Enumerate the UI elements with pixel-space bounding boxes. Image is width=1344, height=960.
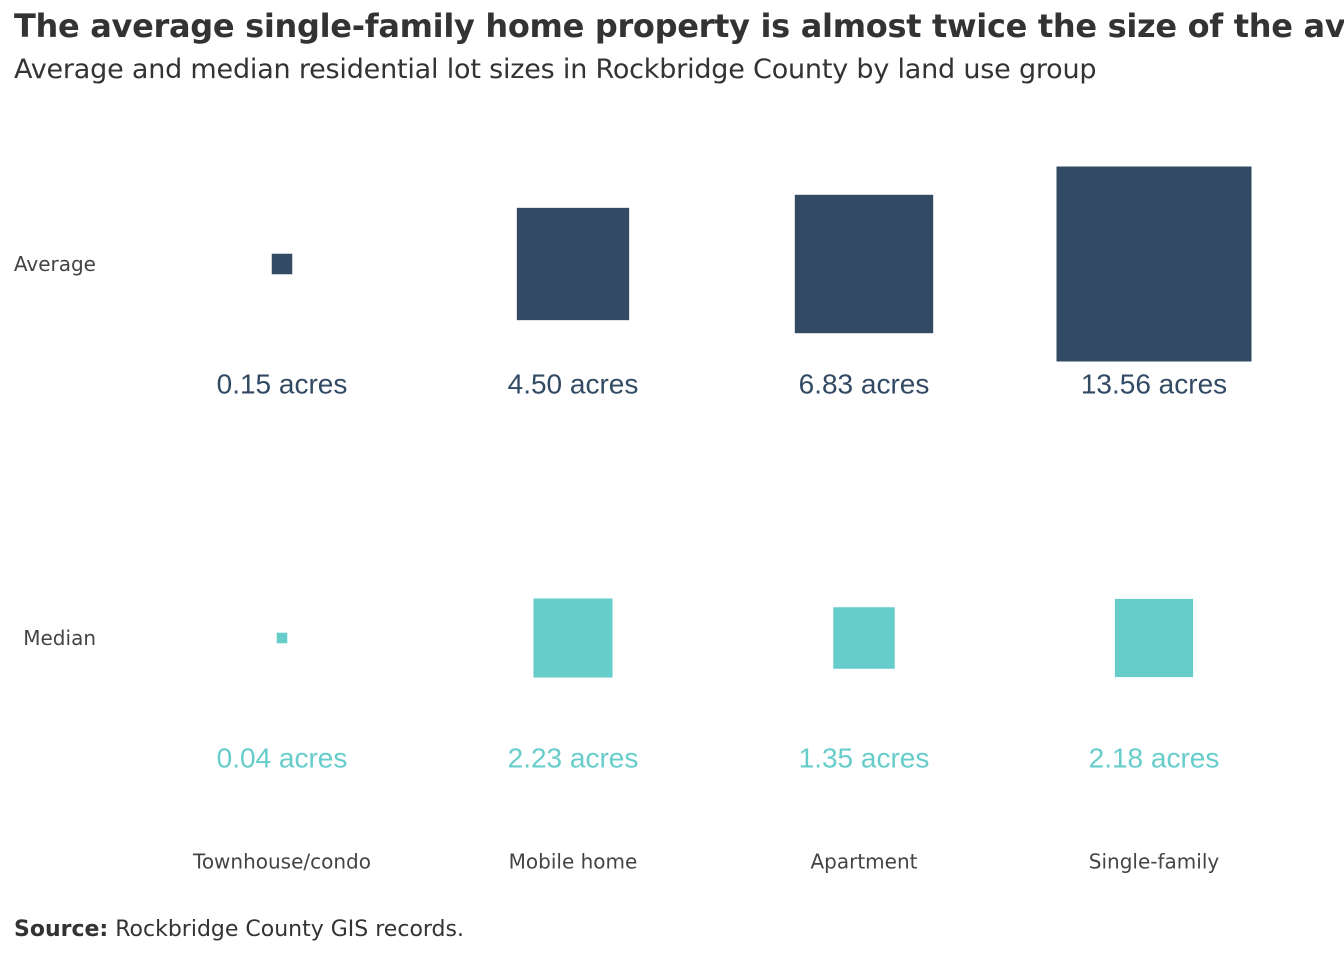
source-note: Source: Rockbridge County GIS records. — [14, 914, 464, 946]
square-average-3 — [1056, 166, 1252, 362]
square-average-2 — [794, 194, 934, 334]
chart-subtitle: Average and median residential lot sizes… — [14, 54, 1097, 85]
category-label-3: Single-family — [1089, 850, 1220, 874]
value-label-median-1: 2.23 acres — [508, 742, 639, 773]
square-median-2 — [833, 607, 895, 669]
source-text: Rockbridge County GIS records. — [115, 917, 464, 942]
value-label-average-3: 13.56 acres — [1081, 368, 1227, 399]
row-label-median: Median — [23, 626, 96, 650]
category-label-0: Townhouse/condo — [192, 850, 371, 874]
source-label: Source: — [14, 917, 109, 942]
square-average-0 — [271, 253, 293, 275]
square-median-1 — [533, 598, 613, 678]
value-label-average-0: 0.15 acres — [217, 368, 348, 399]
row-label-average: Average — [13, 252, 96, 276]
square-median-3 — [1114, 598, 1194, 678]
square-average-1 — [516, 207, 630, 321]
value-label-average-1: 4.50 acres — [508, 368, 639, 399]
chart-title: The average single-family home property … — [14, 7, 1344, 45]
value-label-average-2: 6.83 acres — [799, 368, 930, 399]
square-median-0 — [276, 632, 288, 644]
category-label-2: Apartment — [810, 850, 917, 874]
value-label-median-0: 0.04 acres — [217, 742, 348, 773]
category-label-1: Mobile home — [509, 850, 638, 874]
value-label-median-3: 2.18 acres — [1089, 742, 1220, 773]
value-label-median-2: 1.35 acres — [799, 742, 930, 773]
square-chart: 0.15 acres 4.50 acres 6.83 acres 13.56 acre… — [192, 166, 1252, 874]
